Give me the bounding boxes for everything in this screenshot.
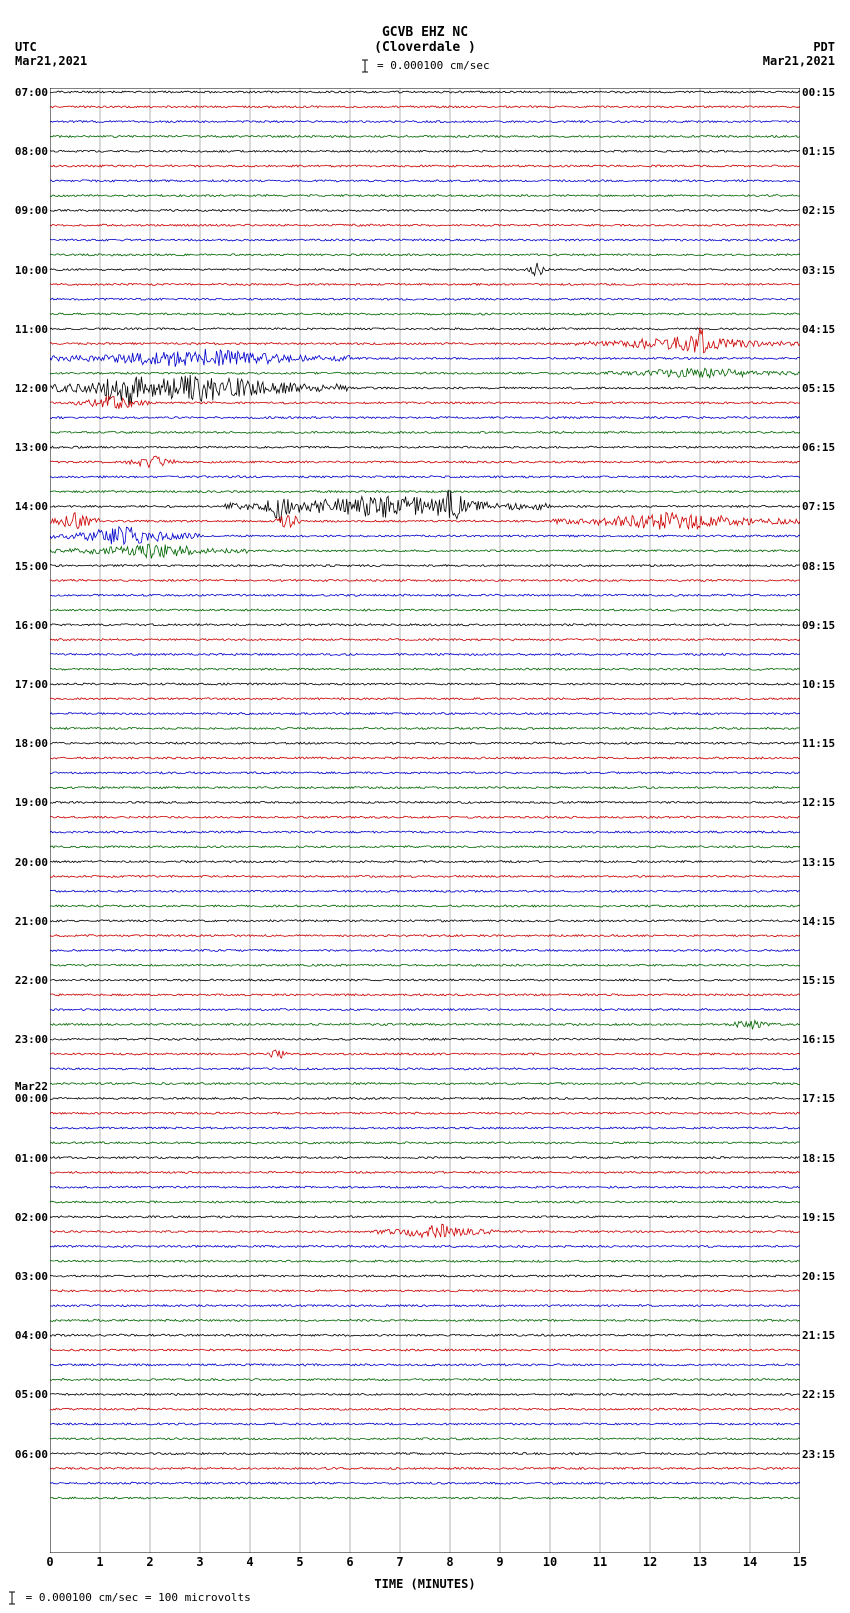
time-label: 23:00: [15, 1033, 48, 1046]
time-label: 16:15: [802, 1033, 835, 1046]
x-tick: 6: [346, 1555, 353, 1569]
x-axis: TIME (MINUTES) 0123456789101112131415: [50, 1553, 800, 1583]
time-label: 14:00: [15, 500, 48, 513]
time-label: 06:00: [15, 1448, 48, 1461]
time-label: 03:15: [802, 264, 835, 277]
time-label: 18:00: [15, 737, 48, 750]
time-label: 14:15: [802, 915, 835, 928]
tz-left-block: UTC Mar21,2021: [15, 40, 87, 68]
time-label: 10:00: [15, 264, 48, 277]
x-tick: 4: [246, 1555, 253, 1569]
x-tick: 14: [743, 1555, 757, 1569]
time-label: 09:15: [802, 619, 835, 632]
x-tick: 12: [643, 1555, 657, 1569]
seismogram-plot: [50, 88, 800, 1553]
time-label: 12:00: [15, 382, 48, 395]
time-label: 11:00: [15, 323, 48, 336]
date-left: Mar21,2021: [15, 54, 87, 68]
time-label: 15:00: [15, 560, 48, 573]
time-label: 00:00: [15, 1092, 48, 1105]
station-id: GCVB EHZ NC: [0, 25, 850, 40]
x-tick: 9: [496, 1555, 503, 1569]
x-axis-label: TIME (MINUTES): [50, 1577, 800, 1591]
time-label: 20:00: [15, 856, 48, 869]
x-tick: 13: [693, 1555, 707, 1569]
time-label: 04:00: [15, 1329, 48, 1342]
tz-right: PDT: [763, 40, 835, 54]
time-label: 08:00: [15, 145, 48, 158]
x-tick: 15: [793, 1555, 807, 1569]
x-tick: 5: [296, 1555, 303, 1569]
seismogram-container: UTC Mar21,2021 PDT Mar21,2021 GCVB EHZ N…: [0, 0, 850, 1613]
x-tick: 11: [593, 1555, 607, 1569]
tz-left: UTC: [15, 40, 87, 54]
time-label: 06:15: [802, 441, 835, 454]
footer-text: = 0.000100 cm/sec = 100 microvolts: [26, 1591, 251, 1604]
tz-right-block: PDT Mar21,2021: [763, 40, 835, 68]
time-label: 21:00: [15, 915, 48, 928]
x-tick: 3: [196, 1555, 203, 1569]
time-label: 10:15: [802, 678, 835, 691]
time-label: 19:15: [802, 1211, 835, 1224]
x-tick: 0: [46, 1555, 53, 1569]
time-label: 23:15: [802, 1448, 835, 1461]
time-label: 08:15: [802, 560, 835, 573]
x-tick: 2: [146, 1555, 153, 1569]
time-label: 21:15: [802, 1329, 835, 1342]
scale-text: = 0.000100 cm/sec: [377, 59, 490, 72]
time-label: 11:15: [802, 737, 835, 750]
time-label: 05:15: [802, 382, 835, 395]
time-label: 09:00: [15, 204, 48, 217]
date-right: Mar21,2021: [763, 54, 835, 68]
x-tick: 10: [543, 1555, 557, 1569]
header: GCVB EHZ NC (Cloverdale ): [0, 0, 850, 55]
time-label: 12:15: [802, 796, 835, 809]
x-tick: 1: [96, 1555, 103, 1569]
time-label: 19:00: [15, 796, 48, 809]
time-label: 05:00: [15, 1388, 48, 1401]
right-time-labels: 00:15 01:15 02:15 03:15 04:15 05:15 06:15 07:15…: [800, 88, 845, 1553]
time-label: 02:15: [802, 204, 835, 217]
time-label: 17:15: [802, 1092, 835, 1105]
location: (Cloverdale ): [0, 40, 850, 55]
time-label: 04:15: [802, 323, 835, 336]
time-label: 02:00: [15, 1211, 48, 1224]
time-label: 15:15: [802, 974, 835, 987]
footer: = 0.000100 cm/sec = 100 microvolts: [5, 1591, 251, 1605]
time-label: 22:00: [15, 974, 48, 987]
time-label: 01:00: [15, 1152, 48, 1165]
time-label: 22:15: [802, 1388, 835, 1401]
x-tick: 8: [446, 1555, 453, 1569]
time-label: 01:15: [802, 145, 835, 158]
left-time-labels: 07:00 08:00 09:00 10:00 11:00 12:00 13:00 14:00…: [5, 88, 50, 1553]
time-label: 13:15: [802, 856, 835, 869]
time-label: 07:15: [802, 500, 835, 513]
time-label: 17:00: [15, 678, 48, 691]
scale-indicator: = 0.000100 cm/sec: [0, 59, 850, 73]
x-tick: 7: [396, 1555, 403, 1569]
plot-area: [50, 88, 800, 1553]
time-label: 07:00: [15, 86, 48, 99]
time-label: 00:15: [802, 86, 835, 99]
time-label: 18:15: [802, 1152, 835, 1165]
time-label: 03:00: [15, 1270, 48, 1283]
time-label: 20:15: [802, 1270, 835, 1283]
time-label: 13:00: [15, 441, 48, 454]
time-label: 16:00: [15, 619, 48, 632]
